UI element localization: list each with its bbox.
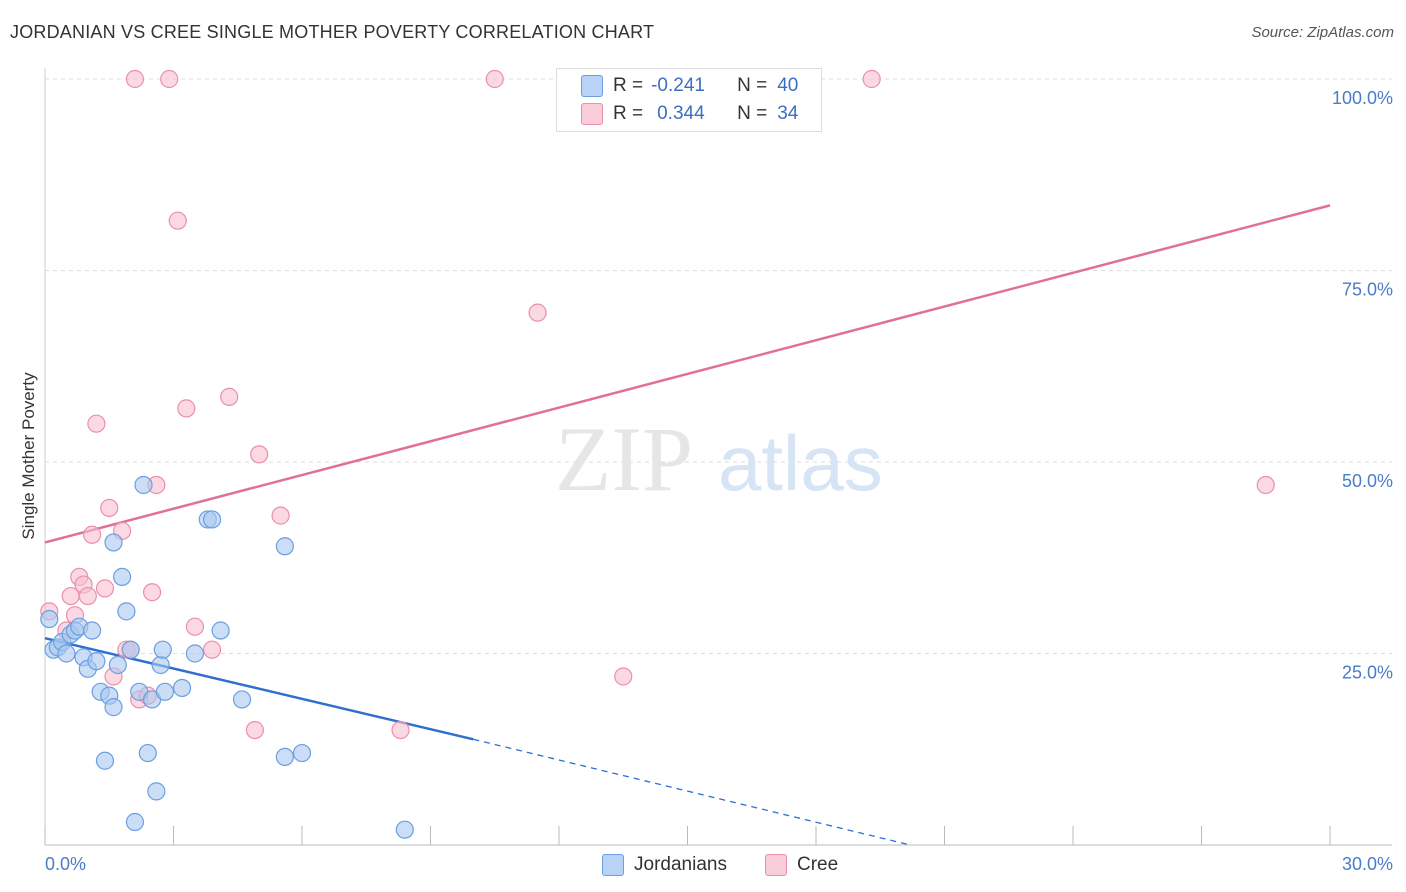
jordanians-point xyxy=(185,644,205,663)
jordanians-point xyxy=(121,640,140,659)
cree-point xyxy=(1256,475,1275,495)
watermark-zip: ZIP xyxy=(555,408,693,510)
r-value: 0.344 xyxy=(657,103,705,124)
n-value: 40 xyxy=(777,75,799,96)
jordanians-point xyxy=(83,621,102,640)
jordanians-point xyxy=(117,602,136,621)
watermark-atlas: atlas xyxy=(718,419,883,507)
n-label: N = xyxy=(737,75,768,96)
cree-point xyxy=(485,69,504,89)
cree-point xyxy=(100,498,119,518)
cree-point xyxy=(614,667,633,686)
cree-point xyxy=(78,586,97,606)
jordanians-point xyxy=(155,682,175,701)
correlation-legend: R = -0.241 N = 40 R = 0.344 N = 34 xyxy=(556,68,822,132)
cree-point xyxy=(271,506,290,525)
r-value: -0.241 xyxy=(651,75,705,96)
trend-line-cree xyxy=(44,204,1331,544)
legend-label-cree: Cree xyxy=(797,854,839,875)
grid xyxy=(45,78,1392,654)
jordanians-point xyxy=(108,655,127,675)
cree-point xyxy=(83,525,102,544)
axes xyxy=(44,68,1392,846)
jordanians-point xyxy=(138,743,157,763)
y-tick-label: 25.0% xyxy=(1342,663,1393,683)
jordanians-point xyxy=(147,782,166,801)
tick-labels: 25.0% 50.0% 75.0% 100.0% 0.0% 30.0% xyxy=(45,88,1393,874)
jordanians-point xyxy=(40,609,59,629)
jordanians-point xyxy=(57,644,76,663)
cree-point xyxy=(160,69,179,89)
legend-row-jordanians: R = -0.241 N = 40 xyxy=(581,73,798,99)
jordanians-point xyxy=(134,475,153,495)
jordanians-point xyxy=(172,678,192,698)
jordanians-point xyxy=(275,537,294,556)
legend-label-jordanians: Jordanians xyxy=(634,854,727,875)
y-tick-label: 100.0% xyxy=(1332,88,1393,108)
points xyxy=(40,69,1275,839)
trend-line-jordanians-extension xyxy=(473,738,911,846)
jordanians-point xyxy=(87,652,106,671)
jordanians-point xyxy=(104,698,123,717)
y-tick-label: 50.0% xyxy=(1342,471,1393,491)
legend-item-cree: Cree xyxy=(765,852,838,878)
cree-point xyxy=(202,640,222,659)
cree-point xyxy=(125,69,145,89)
jordanians-swatch xyxy=(602,854,624,876)
jordanians-point xyxy=(211,621,230,640)
cree-point xyxy=(142,583,162,602)
cree-point xyxy=(95,579,115,598)
jordanians-point xyxy=(292,743,312,763)
trend-lines xyxy=(44,204,1331,846)
jordanians-point xyxy=(95,751,115,770)
jordanians-point xyxy=(125,812,145,832)
jordanians-point xyxy=(275,747,294,767)
source-label: Source: ZipAtlas.com xyxy=(1251,24,1394,41)
n-value: 34 xyxy=(777,103,799,124)
y-tick-label: 75.0% xyxy=(1342,280,1393,300)
cree-point xyxy=(862,69,881,89)
r-label: R = xyxy=(613,103,644,124)
cree-point xyxy=(185,617,205,636)
jordanians-swatch xyxy=(581,75,603,97)
r-label: R = xyxy=(613,75,644,96)
y-axis-label: Single Mother Poverty xyxy=(19,372,38,540)
cree-point xyxy=(87,414,106,433)
cree-swatch xyxy=(765,854,787,876)
cree-point xyxy=(391,720,410,740)
watermark: ZIP atlas xyxy=(555,408,883,510)
jordanians-point xyxy=(153,640,172,659)
cree-point xyxy=(220,387,239,406)
cree-swatch xyxy=(581,103,603,125)
cree-point xyxy=(177,399,196,418)
jordanians-point xyxy=(395,820,414,839)
x-tick-label: 30.0% xyxy=(1342,854,1393,874)
jordanians-point xyxy=(112,567,132,587)
cree-point xyxy=(168,211,187,230)
cree-point xyxy=(528,303,547,322)
cree-point xyxy=(250,445,269,464)
legend-item-jordanians: Jordanians xyxy=(602,852,727,878)
jordanians-point xyxy=(232,690,252,709)
cree-point xyxy=(245,720,264,740)
chart-title: JORDANIAN VS CREE SINGLE MOTHER POVERTY … xyxy=(10,22,655,42)
legend-row-cree: R = 0.344 N = 34 xyxy=(581,101,798,127)
x-tick-label: 0.0% xyxy=(45,854,86,874)
n-label: N = xyxy=(737,103,768,124)
jordanians-point xyxy=(151,655,170,675)
jordanians-point xyxy=(104,533,123,552)
jordanians-point xyxy=(202,510,222,529)
